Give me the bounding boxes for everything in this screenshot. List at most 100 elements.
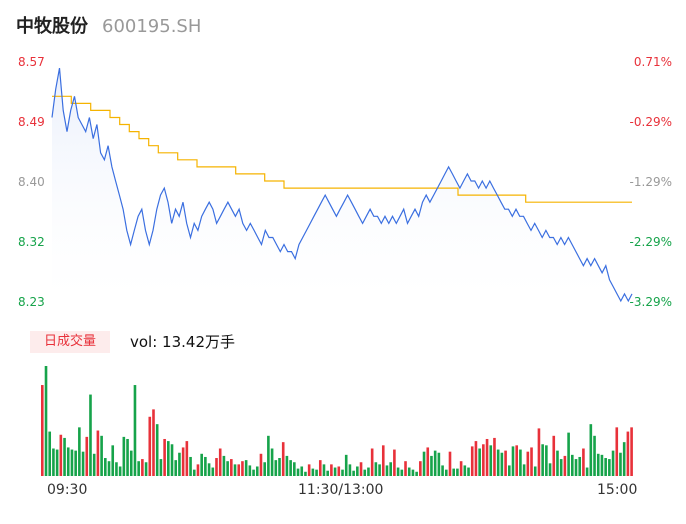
volume-bar bbox=[367, 467, 370, 476]
volume-bar bbox=[500, 452, 504, 476]
volume-bar bbox=[619, 452, 622, 476]
volume-bar bbox=[437, 452, 441, 476]
volume-bar bbox=[400, 469, 404, 476]
volume-bar bbox=[252, 469, 255, 476]
volume-bar bbox=[204, 456, 207, 476]
volume-bar bbox=[241, 461, 244, 476]
volume-tag: 日成交量 bbox=[30, 331, 110, 353]
time-tick-label: 09:30 bbox=[47, 482, 88, 498]
volume-bar bbox=[274, 460, 278, 476]
volume-bar bbox=[293, 462, 296, 476]
volume-bar bbox=[244, 460, 248, 476]
price-tick-label: 8.40 bbox=[18, 175, 45, 189]
price-line bbox=[51, 67, 633, 303]
volume-bar bbox=[259, 453, 263, 476]
volume-bar bbox=[270, 448, 274, 476]
volume-bar bbox=[585, 467, 589, 476]
volume-bar bbox=[456, 468, 459, 476]
volume-bar bbox=[578, 456, 582, 476]
volume-bar bbox=[322, 464, 326, 476]
title-row: 中牧股份 600195.SH bbox=[16, 12, 201, 40]
volume-bar bbox=[66, 447, 70, 476]
volume-bar bbox=[548, 463, 552, 476]
volume-bar bbox=[622, 442, 626, 476]
volume-bar bbox=[615, 427, 619, 476]
volume-bar bbox=[337, 466, 341, 476]
pct-tick-label: -1.29% bbox=[629, 175, 672, 189]
volume-bar bbox=[545, 445, 548, 476]
volume-bar bbox=[482, 444, 485, 476]
volume-bar bbox=[348, 464, 352, 476]
volume-bar bbox=[519, 449, 522, 476]
volume-bar bbox=[174, 460, 178, 476]
volume-bar bbox=[552, 435, 556, 476]
volume-bar bbox=[104, 458, 107, 476]
volume-bar bbox=[537, 428, 541, 476]
volume-bar bbox=[315, 469, 318, 476]
volume-bar bbox=[318, 460, 322, 476]
volume-bar bbox=[426, 447, 430, 476]
volume-bar bbox=[137, 461, 140, 476]
volume-bar bbox=[96, 430, 100, 476]
volume-bar bbox=[433, 450, 437, 476]
volume-bar bbox=[430, 455, 433, 476]
volume-bar bbox=[452, 468, 455, 476]
volume-bar bbox=[122, 436, 126, 476]
volume-bar bbox=[70, 449, 74, 476]
volume-bar bbox=[478, 448, 481, 476]
volume-bar bbox=[526, 451, 530, 476]
volume-bar bbox=[55, 449, 59, 476]
volume-bar bbox=[378, 464, 381, 476]
volume-bar bbox=[467, 467, 470, 476]
pct-tick-label: -0.29% bbox=[629, 115, 672, 129]
volume-bar bbox=[326, 470, 329, 476]
volume-bar bbox=[52, 448, 55, 476]
price-tick-label: 8.49 bbox=[18, 115, 45, 129]
volume-bar bbox=[630, 427, 633, 476]
volume-bar bbox=[626, 431, 630, 476]
volume-bar bbox=[311, 468, 315, 476]
price-tick-label: 8.57 bbox=[18, 55, 45, 69]
volume-bar bbox=[359, 462, 363, 476]
volume-bar bbox=[489, 445, 493, 476]
volume-bar bbox=[511, 446, 515, 476]
volume-bar bbox=[248, 465, 252, 476]
volume-bar bbox=[170, 444, 174, 476]
volume-bar bbox=[604, 458, 607, 476]
volume-bar bbox=[582, 448, 585, 476]
stock-code: 600195.SH bbox=[102, 16, 202, 37]
volume-bar bbox=[474, 441, 478, 476]
volume-bar bbox=[218, 448, 222, 476]
volume-bar bbox=[533, 466, 537, 476]
volume-bar bbox=[596, 453, 600, 476]
volume-bar bbox=[233, 464, 237, 476]
volume-bar bbox=[381, 445, 385, 476]
volume-bar bbox=[563, 455, 567, 476]
volume-bar bbox=[341, 469, 344, 476]
volume-bar bbox=[593, 435, 596, 476]
volume-bar bbox=[281, 442, 285, 476]
volume-bar bbox=[559, 459, 563, 476]
volume-bar bbox=[522, 464, 526, 476]
volume-bar bbox=[92, 453, 96, 476]
time-tick-label: 11:30/13:00 bbox=[298, 482, 384, 498]
volume-bar bbox=[611, 450, 615, 476]
volume-bar bbox=[541, 444, 544, 476]
volume-bar bbox=[504, 450, 507, 476]
volume-bar bbox=[344, 454, 348, 476]
volume-bar bbox=[133, 385, 137, 476]
volume-bar bbox=[107, 461, 111, 476]
volume-bar bbox=[300, 466, 304, 476]
volume-bar bbox=[296, 468, 300, 476]
volume-bar bbox=[356, 466, 359, 476]
volume-bar bbox=[185, 441, 189, 476]
volume-bar bbox=[63, 437, 66, 476]
price-area bbox=[52, 68, 632, 301]
volume-bar bbox=[89, 394, 92, 476]
volume-bar bbox=[278, 458, 281, 476]
volume-bar bbox=[608, 459, 611, 476]
volume-bar bbox=[448, 451, 452, 476]
volume-bar bbox=[396, 467, 400, 476]
volume-bar bbox=[304, 471, 307, 476]
volume-bar bbox=[192, 469, 196, 476]
